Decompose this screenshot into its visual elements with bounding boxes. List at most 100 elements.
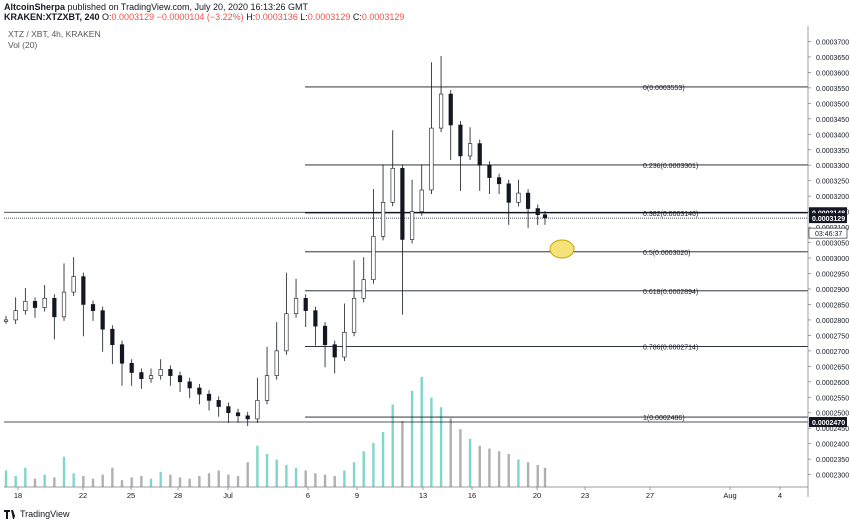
volume-bar bbox=[256, 445, 259, 487]
candle-body bbox=[419, 189, 424, 212]
volume-bar bbox=[72, 473, 75, 487]
series-legend[interactable]: XTZ / XBT, 4h, KRAKEN bbox=[8, 29, 101, 39]
volume-bar bbox=[149, 478, 153, 487]
candle-body bbox=[516, 192, 521, 203]
candle-body bbox=[409, 211, 415, 240]
price-label-box bbox=[809, 213, 847, 224]
candle-body bbox=[206, 393, 212, 401]
candle-body bbox=[216, 400, 221, 407]
y-tick-label: 0.0003250 bbox=[816, 179, 849, 186]
fib-level-label: 1(0.0002486) bbox=[643, 415, 685, 422]
volume-bar bbox=[362, 451, 365, 487]
candle-body bbox=[197, 387, 202, 395]
y-tick-label: 0.0003500 bbox=[816, 101, 849, 108]
volume-bar bbox=[82, 476, 85, 487]
volume-bar bbox=[343, 470, 346, 487]
publish-info: AltcoinSherpa published on TradingView.c… bbox=[4, 2, 308, 12]
volume-bar bbox=[217, 470, 220, 487]
volume-bar bbox=[410, 390, 414, 487]
y-tick-label: 0.0002550 bbox=[816, 395, 849, 402]
x-tick-label: 25 bbox=[127, 491, 135, 500]
y-tick-label: 0.0003600 bbox=[816, 70, 849, 77]
volume-bar bbox=[285, 465, 288, 487]
candle-body bbox=[293, 297, 299, 315]
volume-bar bbox=[178, 477, 182, 487]
tradingview-footer[interactable]: TradingView bbox=[4, 509, 70, 519]
tradingview-logo-icon bbox=[4, 509, 17, 519]
volume-legend[interactable]: Vol (20) bbox=[8, 40, 38, 50]
volume-bar bbox=[420, 377, 423, 487]
y-tick-label: 0.0002800 bbox=[816, 318, 849, 325]
candle-body bbox=[322, 325, 328, 345]
x-tick-label: 22 bbox=[79, 491, 87, 500]
y-tick-label: 0.0003000 bbox=[816, 256, 849, 263]
x-tick-label: 6 bbox=[306, 491, 310, 500]
candle-body bbox=[119, 344, 125, 364]
volume-bar bbox=[401, 421, 404, 487]
candle-body bbox=[458, 124, 463, 157]
candle-body bbox=[429, 127, 434, 191]
volume-bar bbox=[275, 459, 278, 487]
y-tick-label: 0.0003650 bbox=[816, 55, 849, 62]
y-tick-label: 0.0002900 bbox=[816, 287, 849, 294]
candle-body bbox=[542, 214, 548, 219]
candle-body bbox=[496, 177, 502, 185]
volume-bar bbox=[4, 470, 8, 487]
candle-body bbox=[342, 332, 347, 358]
volume-bar bbox=[459, 429, 462, 487]
close-value: 0.0003129 bbox=[361, 12, 405, 22]
highlight-marker bbox=[549, 239, 575, 259]
candle-body bbox=[32, 301, 38, 308]
y-tick-label: 0.0002750 bbox=[816, 333, 849, 340]
low-label: L: bbox=[300, 12, 308, 22]
candle-body bbox=[487, 164, 492, 178]
candle-body bbox=[313, 310, 318, 327]
fib-level-label: 0.382(0.0003146) bbox=[643, 211, 698, 218]
volume-bar bbox=[120, 480, 124, 487]
candle-body bbox=[148, 375, 154, 380]
volume-bar bbox=[478, 445, 481, 487]
x-tick-label: 18 bbox=[14, 491, 22, 500]
price-label: 0.0003129 bbox=[812, 216, 845, 223]
candle-body bbox=[400, 168, 405, 240]
candle-body bbox=[100, 310, 105, 330]
price-label-box bbox=[809, 417, 847, 428]
volume-bar bbox=[333, 476, 336, 487]
volume-bar bbox=[140, 476, 143, 487]
x-tick-label: 27 bbox=[646, 491, 654, 500]
publish-date: published on TradingView.com, July 20, 2… bbox=[67, 2, 309, 12]
volume-bar bbox=[439, 407, 443, 487]
volume-bar bbox=[517, 459, 520, 487]
volume-bar bbox=[488, 448, 491, 487]
volume-bar bbox=[352, 462, 356, 487]
candle-body bbox=[177, 375, 183, 383]
y-tick-label: 0.0003450 bbox=[816, 117, 849, 124]
volume-bar bbox=[497, 451, 501, 487]
candle-body bbox=[13, 310, 18, 321]
countdown-label: 03:46:37 bbox=[815, 231, 842, 238]
x-tick-label: Aug bbox=[723, 491, 736, 500]
volume-bar bbox=[159, 471, 162, 487]
candle-body bbox=[303, 297, 308, 311]
volume-bar bbox=[314, 473, 317, 487]
candle-body bbox=[42, 297, 47, 308]
high-value: 0.0003136 bbox=[255, 12, 298, 22]
candle-body bbox=[380, 202, 386, 237]
volume-bar bbox=[43, 474, 46, 487]
volume-bar bbox=[62, 456, 66, 487]
candle-body bbox=[390, 168, 395, 203]
y-tick-label: 0.0002450 bbox=[816, 426, 849, 433]
horizontal-lines bbox=[4, 211, 808, 423]
author-name: AltcoinSherpa bbox=[4, 2, 66, 12]
candle-body bbox=[168, 369, 173, 376]
change-value: −0.0000104 (−3.22%) bbox=[156, 12, 244, 22]
y-tick-label: 0.0002500 bbox=[816, 411, 849, 418]
volume-bar bbox=[265, 454, 269, 487]
volume-bar bbox=[101, 474, 104, 487]
volume-bar bbox=[111, 467, 114, 487]
volume-bar bbox=[449, 418, 452, 487]
x-tick-label: 23 bbox=[581, 491, 589, 500]
volume-bar bbox=[507, 454, 510, 487]
x-tick-label: Jul bbox=[223, 491, 233, 500]
